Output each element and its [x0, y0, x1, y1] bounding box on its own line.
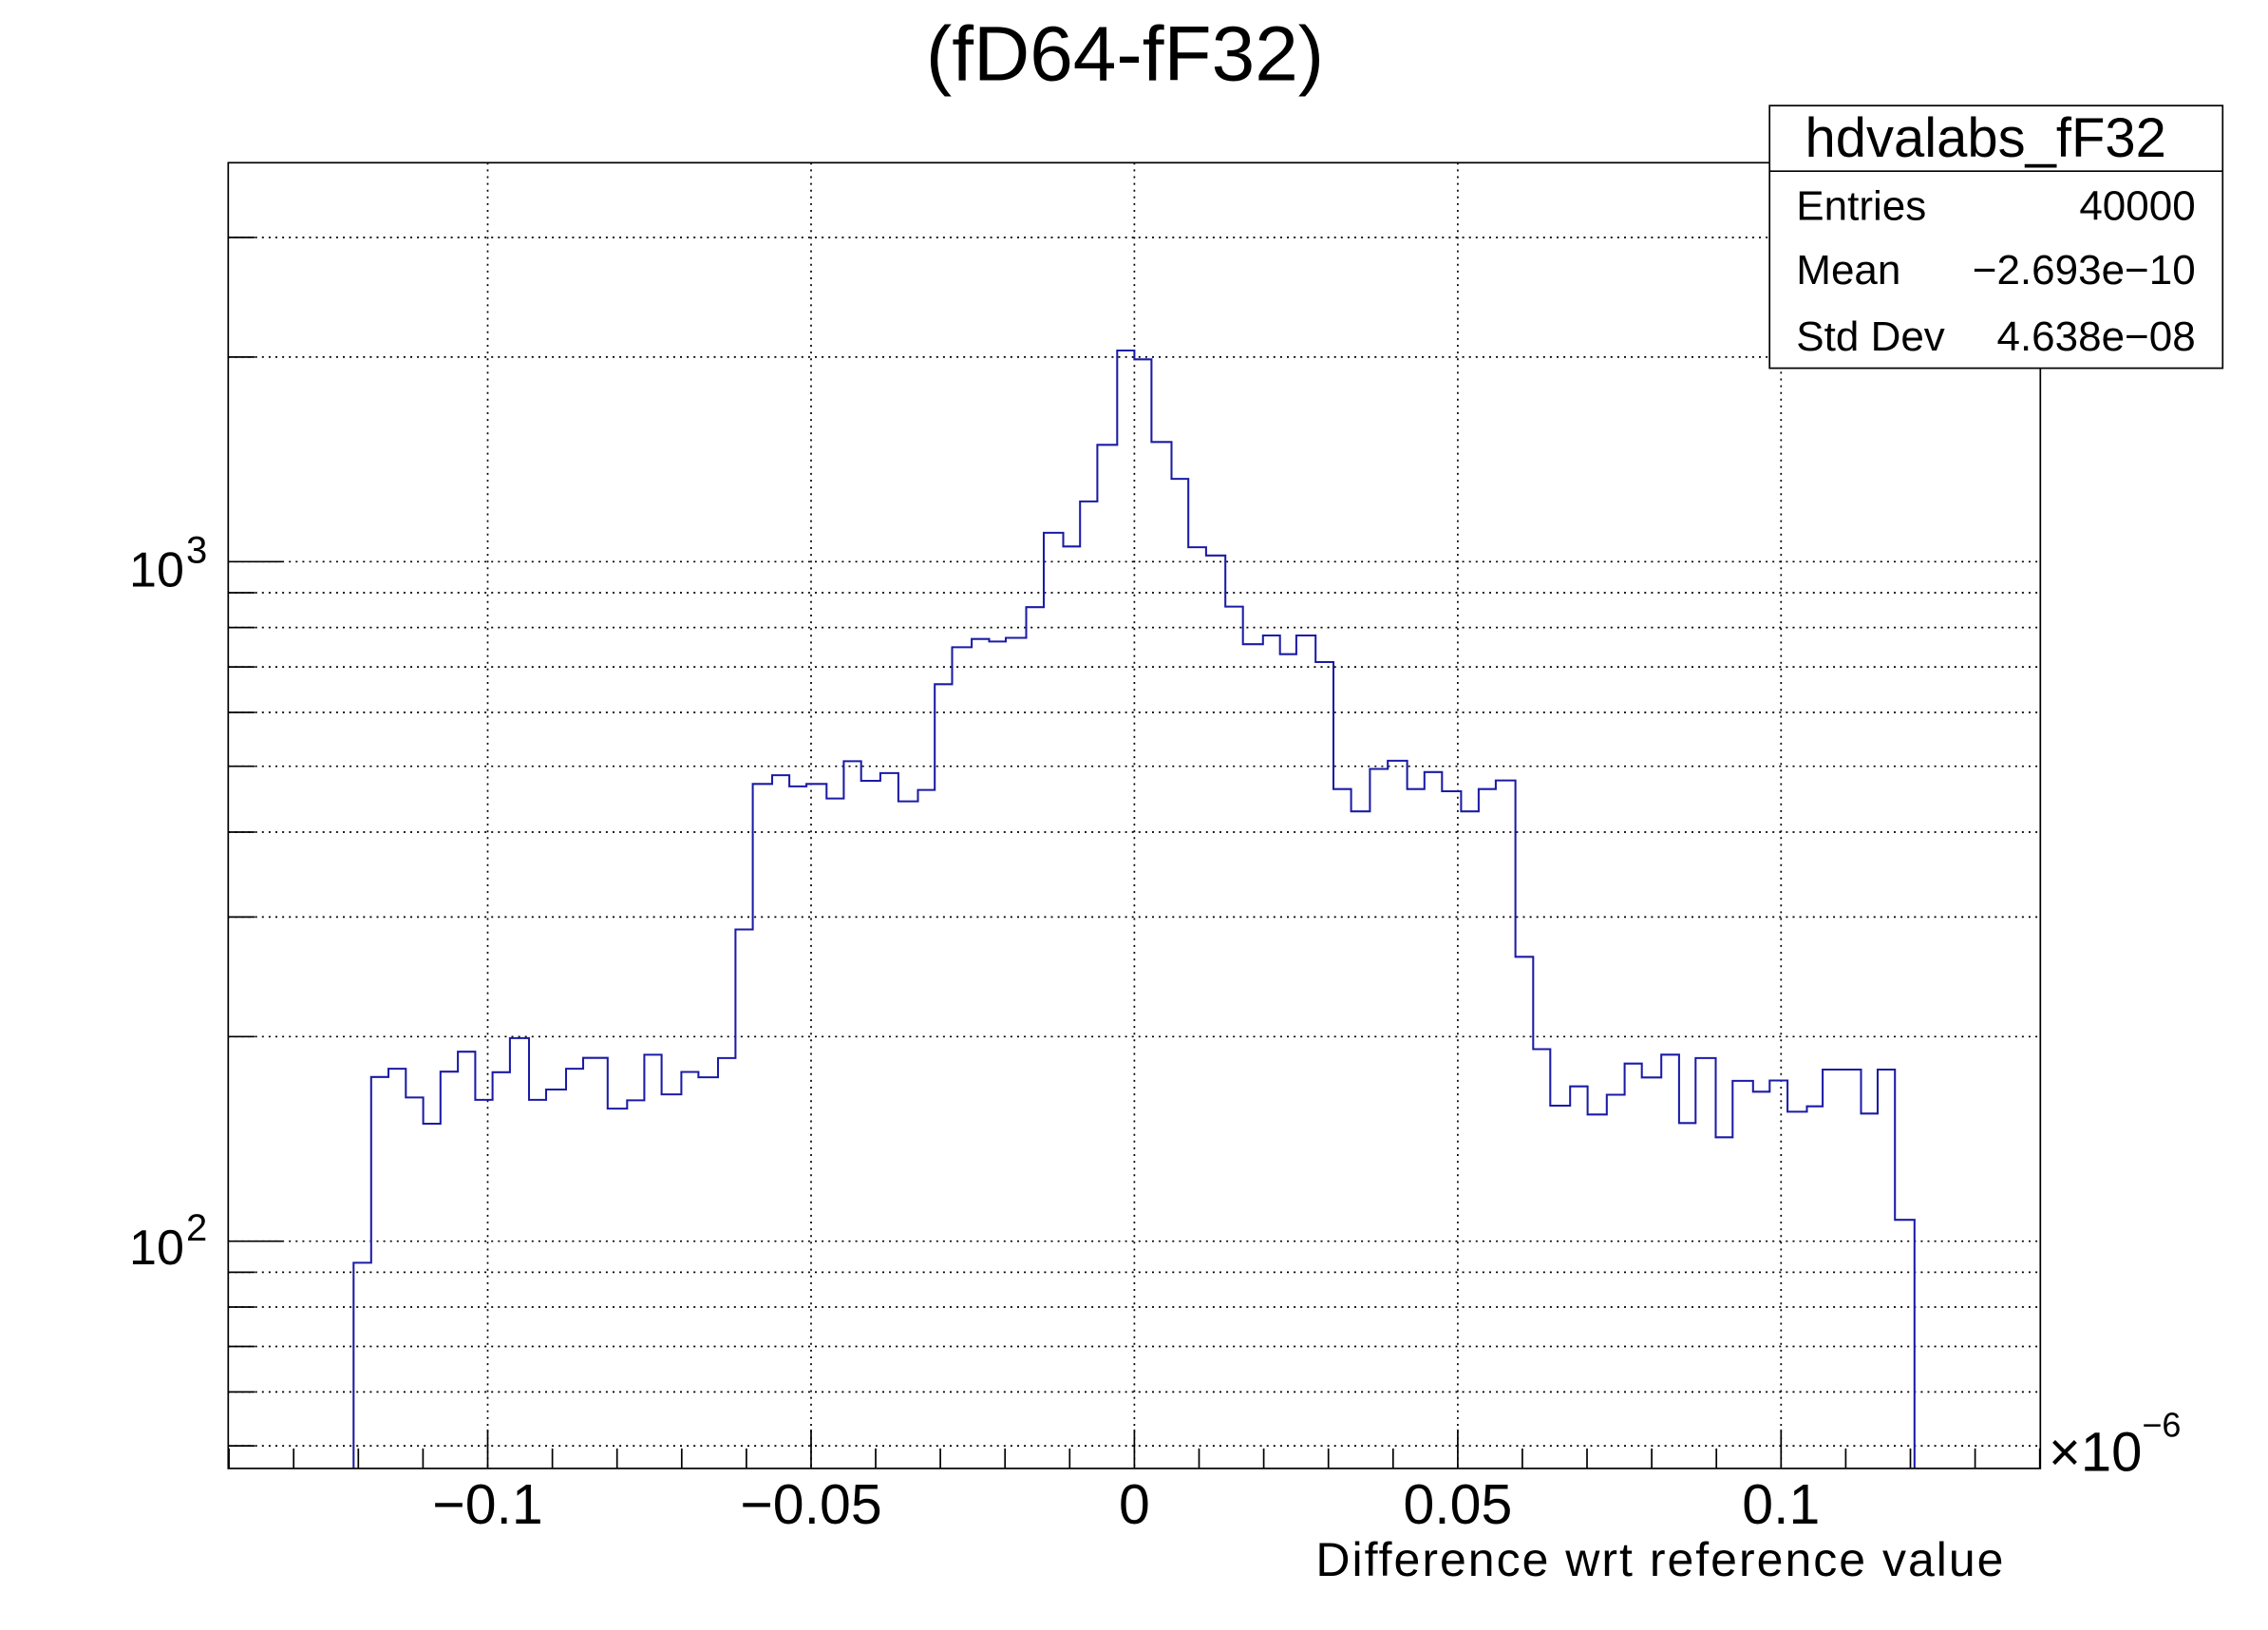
svg-text:0.1: 0.1 — [1742, 1473, 1820, 1536]
svg-text:0: 0 — [1119, 1473, 1150, 1536]
svg-text:10: 10 — [129, 1221, 184, 1276]
svg-text:−2.693e−10: −2.693e−10 — [1973, 247, 2196, 294]
svg-text:Mean: Mean — [1796, 247, 1900, 294]
svg-text:Std Dev: Std Dev — [1796, 313, 1945, 360]
svg-text:Entries: Entries — [1796, 182, 1926, 229]
svg-text:0.05: 0.05 — [1403, 1473, 1512, 1536]
svg-text:10: 10 — [129, 543, 184, 598]
svg-text:2: 2 — [186, 1207, 207, 1249]
svg-text:4.638e−08: 4.638e−08 — [1996, 313, 2195, 360]
svg-text:−0.05: −0.05 — [740, 1473, 881, 1536]
svg-text:hdvalabs_fF32: hdvalabs_fF32 — [1805, 107, 2165, 169]
svg-text:−0.1: −0.1 — [432, 1473, 542, 1536]
svg-text:(fD64-fF32): (fD64-fF32) — [926, 11, 1324, 98]
svg-text:40000: 40000 — [2079, 182, 2195, 229]
svg-text:3: 3 — [186, 530, 207, 572]
svg-text:Difference wrt reference value: Difference wrt reference value — [1315, 1533, 2005, 1586]
